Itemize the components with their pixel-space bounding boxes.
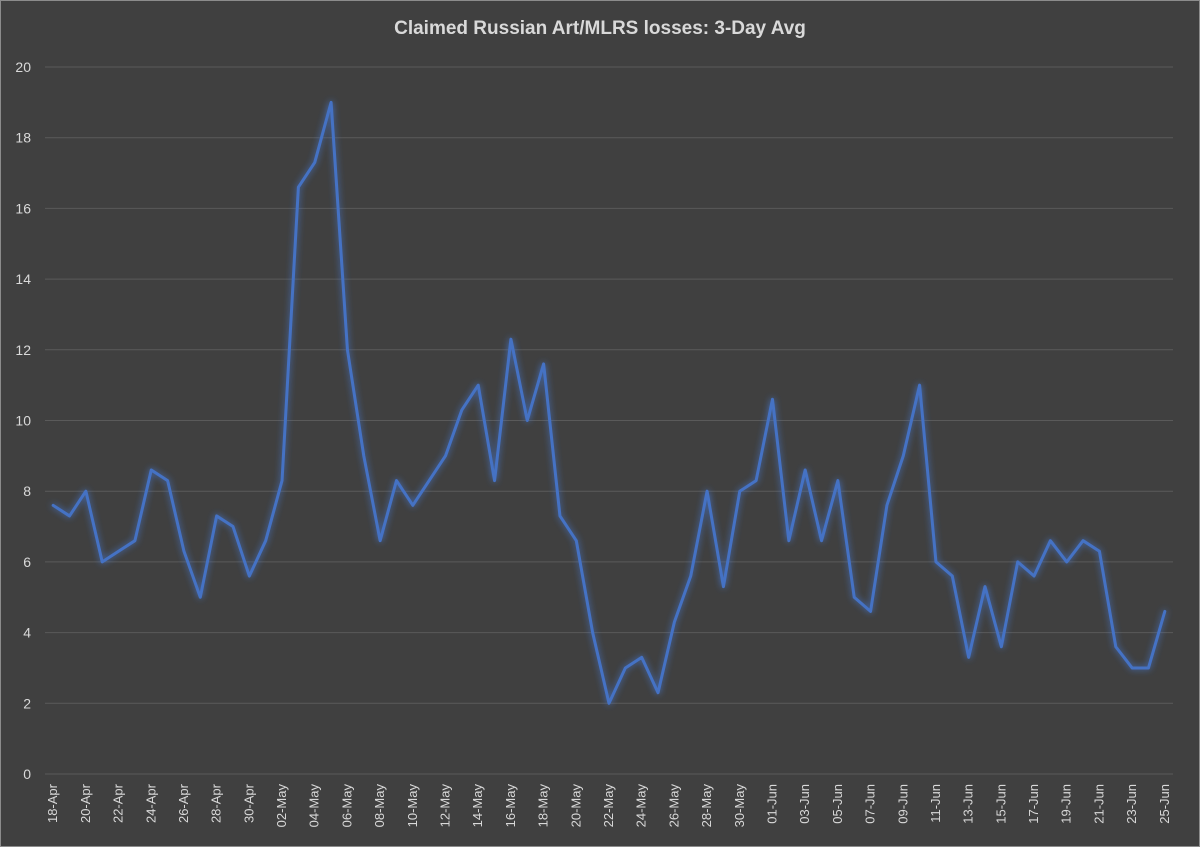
y-tick-label: 0 bbox=[23, 766, 31, 782]
x-tick-label: 18-May bbox=[536, 784, 551, 828]
y-tick-label: 4 bbox=[23, 625, 31, 641]
y-tick-label: 2 bbox=[23, 695, 31, 711]
series-layer bbox=[51, 100, 1167, 705]
x-tick-label: 17-Jun bbox=[1026, 784, 1041, 824]
x-tick-label: 28-May bbox=[699, 784, 714, 828]
x-tick-label: 15-Jun bbox=[993, 784, 1008, 824]
y-tick-label: 12 bbox=[15, 342, 31, 358]
x-tick-label: 26-Apr bbox=[176, 783, 191, 823]
x-tick-label: 21-Jun bbox=[1091, 784, 1106, 824]
x-tick-label: 22-May bbox=[601, 784, 616, 828]
y-axis-tick-labels: 0 2 4 6 8 10 12 14 16 18 20 bbox=[15, 59, 31, 782]
x-tick-label: 09-Jun bbox=[895, 784, 910, 824]
x-tick-label: 11-Jun bbox=[928, 784, 943, 823]
y-tick-label: 16 bbox=[15, 200, 31, 216]
x-tick-label: 04-May bbox=[307, 784, 322, 828]
y-tick-label: 18 bbox=[15, 130, 31, 146]
x-tick-label: 28-Apr bbox=[209, 783, 224, 823]
x-tick-label: 30-Apr bbox=[241, 783, 256, 823]
x-tick-label: 02-May bbox=[274, 784, 289, 828]
x-tick-label: 03-Jun bbox=[797, 784, 812, 824]
y-tick-label: 6 bbox=[23, 554, 31, 570]
x-tick-label: 20-May bbox=[568, 784, 583, 828]
y-tick-label: 8 bbox=[23, 483, 31, 499]
x-tick-label: 13-Jun bbox=[961, 784, 976, 824]
x-tick-label: 10-May bbox=[405, 784, 420, 828]
y-tick-label: 10 bbox=[15, 413, 31, 429]
chart-title: Claimed Russian Art/MLRS losses: 3-Day A… bbox=[394, 18, 806, 39]
x-tick-label: 05-Jun bbox=[830, 784, 845, 824]
x-tick-label: 06-May bbox=[339, 784, 354, 828]
x-tick-label: 19-Jun bbox=[1059, 784, 1074, 824]
x-tick-label: 24-Apr bbox=[143, 783, 158, 823]
x-tick-label: 20-Apr bbox=[78, 783, 93, 823]
x-tick-label: 25-Jun bbox=[1157, 784, 1172, 824]
x-tick-label: 22-Apr bbox=[111, 783, 126, 823]
x-tick-label: 07-Jun bbox=[863, 784, 878, 824]
x-tick-label: 12-May bbox=[438, 784, 453, 828]
x-tick-label: 26-May bbox=[666, 784, 681, 828]
x-tick-label: 24-May bbox=[634, 784, 649, 828]
series-line bbox=[51, 100, 1167, 705]
gridlines bbox=[45, 66, 1173, 775]
x-tick-label: 30-May bbox=[732, 784, 747, 828]
x-tick-label: 23-Jun bbox=[1124, 784, 1139, 824]
y-tick-label: 20 bbox=[15, 59, 31, 75]
x-tick-label: 18-Apr bbox=[45, 783, 60, 823]
x-tick-label: 14-May bbox=[470, 784, 485, 828]
x-tick-label: 16-May bbox=[503, 784, 518, 828]
x-tick-label: 01-Jun bbox=[764, 784, 779, 824]
y-tick-label: 14 bbox=[15, 271, 31, 287]
x-tick-label: 08-May bbox=[372, 784, 387, 828]
x-axis-tick-labels: 18-Apr 20-Apr 22-Apr 24-Apr 26-Apr 28-Apr 30-A… bbox=[45, 783, 1172, 827]
